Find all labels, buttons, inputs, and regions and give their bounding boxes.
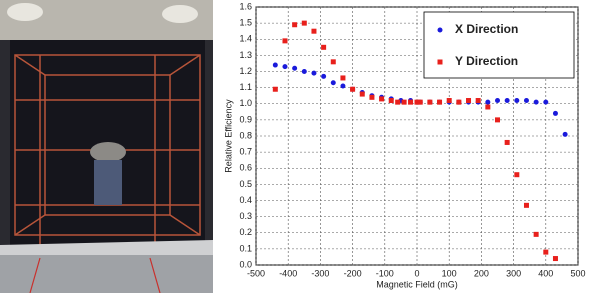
x-tick-label: -100 [376,268,394,278]
data-point [417,99,423,105]
legend-box [423,11,575,79]
data-point [495,117,500,123]
x-tick-label: 100 [442,268,457,278]
data-point [321,73,327,79]
legend-marker [437,59,443,65]
data-point [485,104,491,110]
data-point [282,64,288,70]
x-tick-label: -300 [311,268,329,278]
data-point [330,59,336,65]
y-tick-label: 0.2 [239,227,252,237]
data-point [340,75,346,81]
data-point [301,20,307,26]
data-point [523,202,529,208]
data-point [466,98,472,104]
x-tick-label: 200 [474,268,489,278]
data-point [311,70,317,76]
y-tick-label: 1.5 [239,18,252,28]
y-tick-label: 1.0 [239,98,252,108]
data-point [437,99,443,105]
data-point [395,99,401,105]
data-point [427,99,433,105]
data-point [475,98,481,104]
y-tick-label: 1.2 [239,66,252,76]
data-point [282,38,288,44]
data-point [350,86,356,92]
data-point [485,99,491,105]
photo [0,0,213,294]
x-axis-title: Magnetic Field (mG) [376,279,458,289]
y-tick-label: 0.0 [239,259,252,269]
data-point [533,99,539,105]
y-tick-label: 1.4 [239,34,252,44]
data-point [301,69,307,74]
legend-label: X Direction [455,22,518,36]
data-point [292,65,298,71]
data-point [311,28,317,34]
y-tick-label: 0.8 [239,130,252,140]
legend-label: Y Direction [455,54,518,68]
y-tick-label: 1.3 [239,50,252,60]
data-point [292,22,298,28]
data-point [533,231,539,237]
legend-marker [437,27,443,33]
y-tick-label: 0.4 [239,195,252,205]
y-tick-label: 1.1 [239,82,252,92]
data-point [495,98,500,104]
y-tick-label: 0.7 [239,147,252,157]
y-tick-label: 0.5 [239,179,252,189]
data-point [543,99,549,105]
y-tick-label: 0.1 [239,243,252,253]
data-point [401,99,407,105]
data-point [369,94,375,100]
data-point [388,98,394,104]
data-point [504,139,510,145]
y-tick-label: 0.9 [239,114,252,124]
data-point [272,62,278,68]
x-tick-label: 400 [538,268,553,278]
x-tick-label: 500 [570,268,585,278]
data-point [340,83,346,89]
x-tick-label: -400 [279,268,297,278]
data-point [414,99,420,105]
data-point [523,98,529,104]
data-point [456,99,462,105]
data-point [359,91,365,97]
y-tick-label: 0.6 [239,163,252,173]
data-point [514,172,520,178]
data-point [446,98,452,104]
data-point [543,249,549,255]
data-point [504,98,510,104]
data-point [321,44,327,50]
data-point [552,110,558,116]
y-axis-title: Relative Efficiency [223,99,233,173]
y-tick-label: 1.6 [239,1,252,11]
data-point [330,80,336,86]
x-tick-label: -500 [247,268,265,278]
data-point [562,131,568,137]
data-point [272,86,278,92]
x-tick-label: 0 [414,268,419,278]
x-tick-label: -200 [344,268,362,278]
data-point [379,96,385,102]
data-point [552,256,558,262]
data-point [408,99,414,105]
x-tick-label: 300 [506,268,521,278]
y-tick-label: 0.3 [239,211,252,221]
data-point [514,98,520,104]
